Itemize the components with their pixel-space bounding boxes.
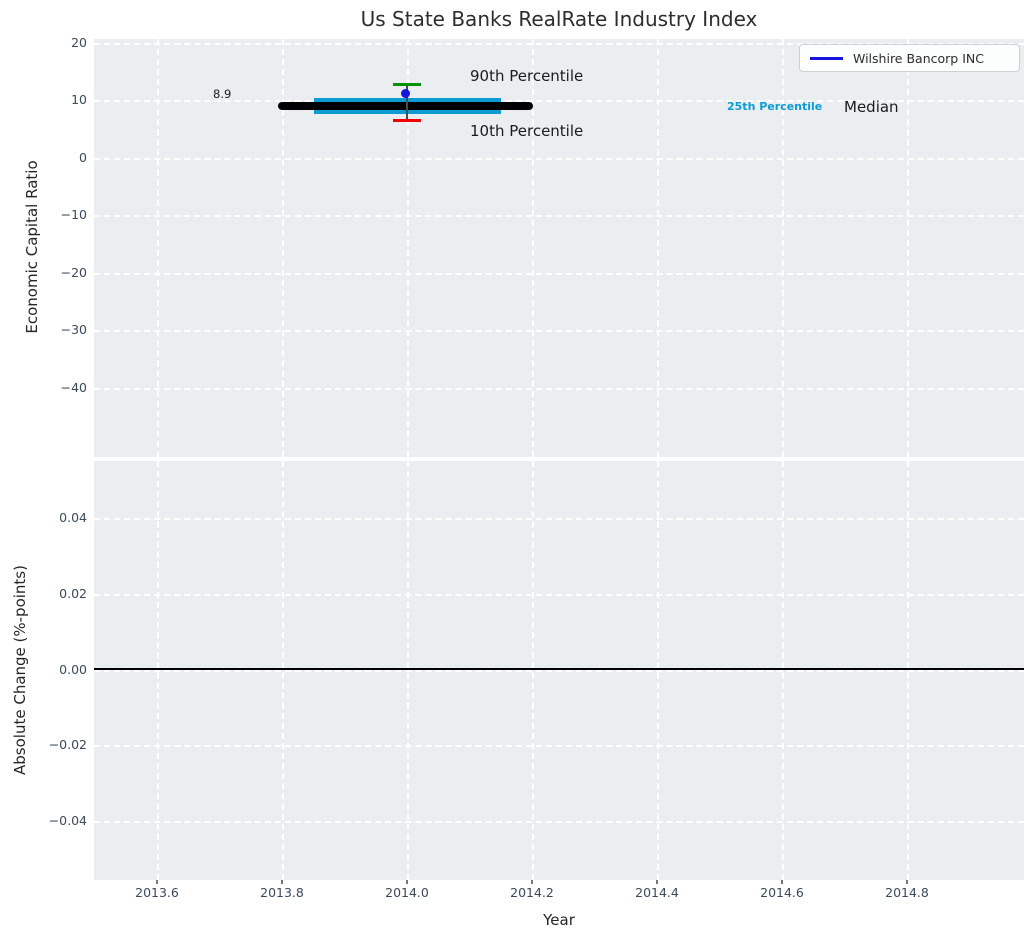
x-tick-label: 2013.6 [135, 885, 179, 900]
gridline [94, 43, 1024, 45]
gridline [94, 388, 1024, 390]
x-tick-label: 2013.8 [260, 885, 304, 900]
bottom-y-axis-label: Absolute Change (%-points) [11, 565, 29, 775]
median-value-label: 8.9 [213, 87, 232, 101]
median-label: Median [844, 98, 899, 116]
chart-title: Us State Banks RealRate Industry Index [360, 7, 758, 31]
gridline [94, 745, 1024, 747]
x-tick-mark [156, 880, 158, 884]
gridline [907, 461, 909, 880]
x-tick-label: 2014.8 [885, 885, 929, 900]
x-tick-label: 2014.6 [760, 885, 804, 900]
gridline [157, 461, 159, 880]
legend-label: Wilshire Bancorp INC [853, 50, 984, 66]
percentile-whisker [406, 86, 408, 120]
gridline [657, 39, 659, 457]
y-tick-label: −10 [60, 207, 87, 222]
legend: Wilshire Bancorp INC [799, 44, 1020, 72]
x-tick-label: 2014.2 [510, 885, 554, 900]
bottom-plot-area [94, 461, 1024, 880]
x-tick-label: 2014.0 [385, 885, 429, 900]
top-y-axis-label: Economic Capital Ratio [23, 160, 41, 334]
p90-cap [393, 83, 421, 86]
x-tick-mark [406, 880, 408, 884]
x-tick-label: 2014.4 [635, 885, 679, 900]
gridline [94, 821, 1024, 823]
y-tick-label: 0 [79, 150, 87, 165]
gridline [532, 39, 534, 457]
y-tick-label: 20 [71, 35, 87, 50]
x-tick-mark [656, 880, 658, 884]
gridline [782, 39, 784, 457]
y-tick-label: 10 [71, 92, 87, 107]
p25-label: 25th Percentile [727, 100, 823, 113]
p10-cap [393, 119, 421, 122]
gridline [407, 39, 409, 457]
y-tick-label: 0.00 [59, 662, 87, 677]
median-line [278, 102, 533, 110]
gridline [782, 461, 784, 880]
y-tick-label: −30 [60, 322, 87, 337]
gridline [157, 39, 159, 457]
x-axis-label: Year [543, 911, 575, 929]
gridline [907, 39, 909, 457]
gridline [532, 461, 534, 880]
x-tick-mark [281, 880, 283, 884]
gridline [94, 273, 1024, 275]
y-tick-label: −20 [60, 265, 87, 280]
top-plot-area: 8.9 90th Percentile 10th Percentile 25th… [94, 39, 1024, 457]
gridline [282, 461, 284, 880]
p90-label: 90th Percentile [470, 67, 584, 85]
gridline [94, 330, 1024, 332]
y-tick-label: 0.02 [59, 586, 87, 601]
gridline [657, 461, 659, 880]
y-tick-label: −0.02 [48, 737, 87, 752]
gridline [94, 594, 1024, 596]
gridline [282, 39, 284, 457]
gridline [94, 158, 1024, 160]
gridline [407, 461, 409, 880]
p10-label: 10th Percentile [470, 122, 584, 140]
zero-reference-line [94, 668, 1024, 670]
gridline [94, 670, 1024, 672]
gridline [94, 518, 1024, 520]
gridline [94, 215, 1024, 217]
y-tick-label: −40 [60, 380, 87, 395]
x-tick-mark [531, 880, 533, 884]
x-tick-mark [906, 880, 908, 884]
x-tick-mark [781, 880, 783, 884]
company-marker [401, 89, 410, 98]
y-tick-label: −0.04 [48, 813, 87, 828]
gridline [94, 100, 1024, 102]
legend-line-sample [810, 56, 843, 60]
y-tick-label: 0.04 [59, 510, 87, 525]
